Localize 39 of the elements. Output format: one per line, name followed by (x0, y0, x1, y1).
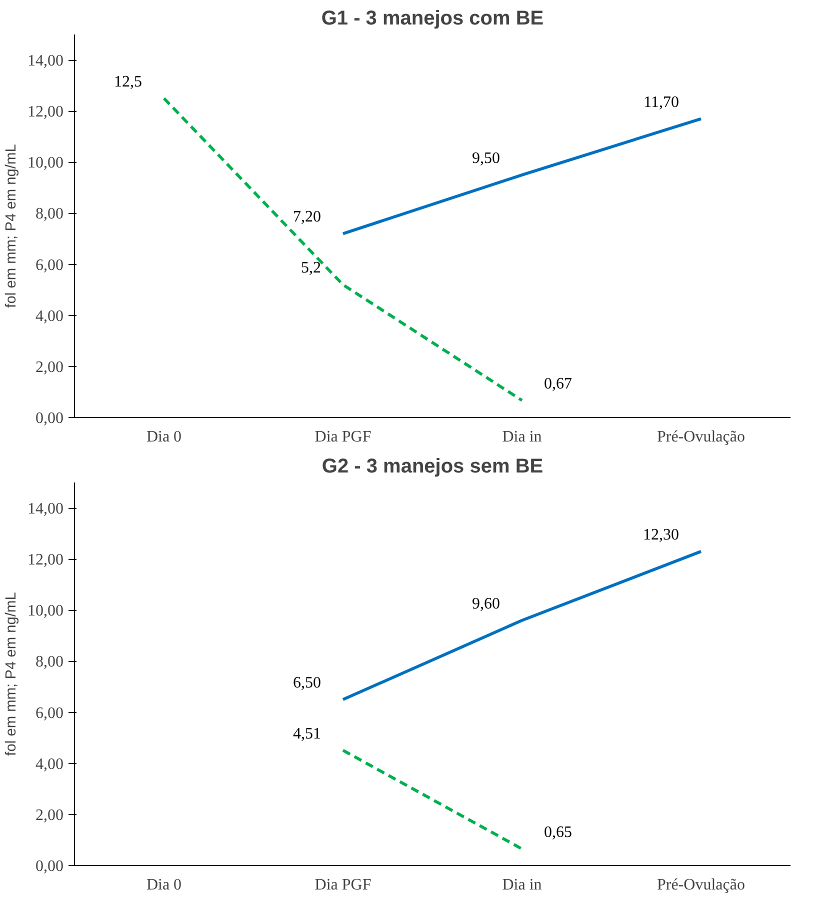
y-tick-label: 6,00 (36, 704, 64, 722)
y-tick-label: 8,00 (36, 206, 64, 223)
data-label: 5,2 (301, 260, 321, 277)
data-label: 7,20 (293, 208, 321, 226)
data-label: 9,50 (472, 150, 500, 167)
y-tick-label: 10,00 (28, 154, 64, 172)
y-tick-label: 2,00 (36, 806, 64, 824)
x-tick-label: Dia 0 (146, 876, 182, 894)
y-tick-label: 6,00 (36, 256, 64, 274)
y-tick-label: 12,00 (28, 552, 64, 569)
data-label: 12,30 (643, 526, 679, 544)
data-label: 0,65 (544, 824, 572, 841)
x-tick-label: Dia PGF (314, 428, 372, 446)
y-tick-label: 14,00 (28, 500, 64, 518)
x-tick-label: Dia PGF (314, 876, 372, 894)
data-label: 6,50 (293, 674, 321, 692)
chart-title: G1 - 3 manejos com BE (321, 8, 544, 30)
y-tick-label: 8,00 (36, 654, 64, 671)
y-axis-title: fol em mm; P4 em ng/mL (4, 144, 20, 308)
y-tick-label: 12,00 (28, 104, 64, 121)
x-tick-label: Dia in (502, 876, 542, 894)
y-tick-label: 4,00 (36, 756, 64, 773)
data-label: 4,51 (293, 725, 321, 742)
y-tick-label: 4,00 (36, 308, 64, 325)
x-tick-label: Pré-Ovulação (657, 428, 745, 446)
x-tick-label: Dia 0 (146, 428, 182, 446)
y-tick-label: 0,00 (36, 858, 64, 875)
data-label: 11,70 (644, 94, 679, 111)
x-tick-label: Pré-Ovulação (657, 876, 745, 894)
y-tick-label: 2,00 (36, 358, 64, 376)
data-label: 9,60 (472, 595, 500, 612)
data-label: 12,5 (114, 73, 142, 90)
y-axis-title: fol em mm; P4 em ng/mL (4, 592, 20, 756)
y-tick-label: 14,00 (28, 52, 64, 70)
y-tick-label: 0,00 (36, 410, 64, 427)
chart-title: G2 - 3 manejos sem BE (322, 456, 544, 478)
data-label: 0,67 (544, 375, 572, 392)
y-tick-label: 10,00 (28, 602, 64, 620)
x-tick-label: Dia in (502, 428, 542, 446)
